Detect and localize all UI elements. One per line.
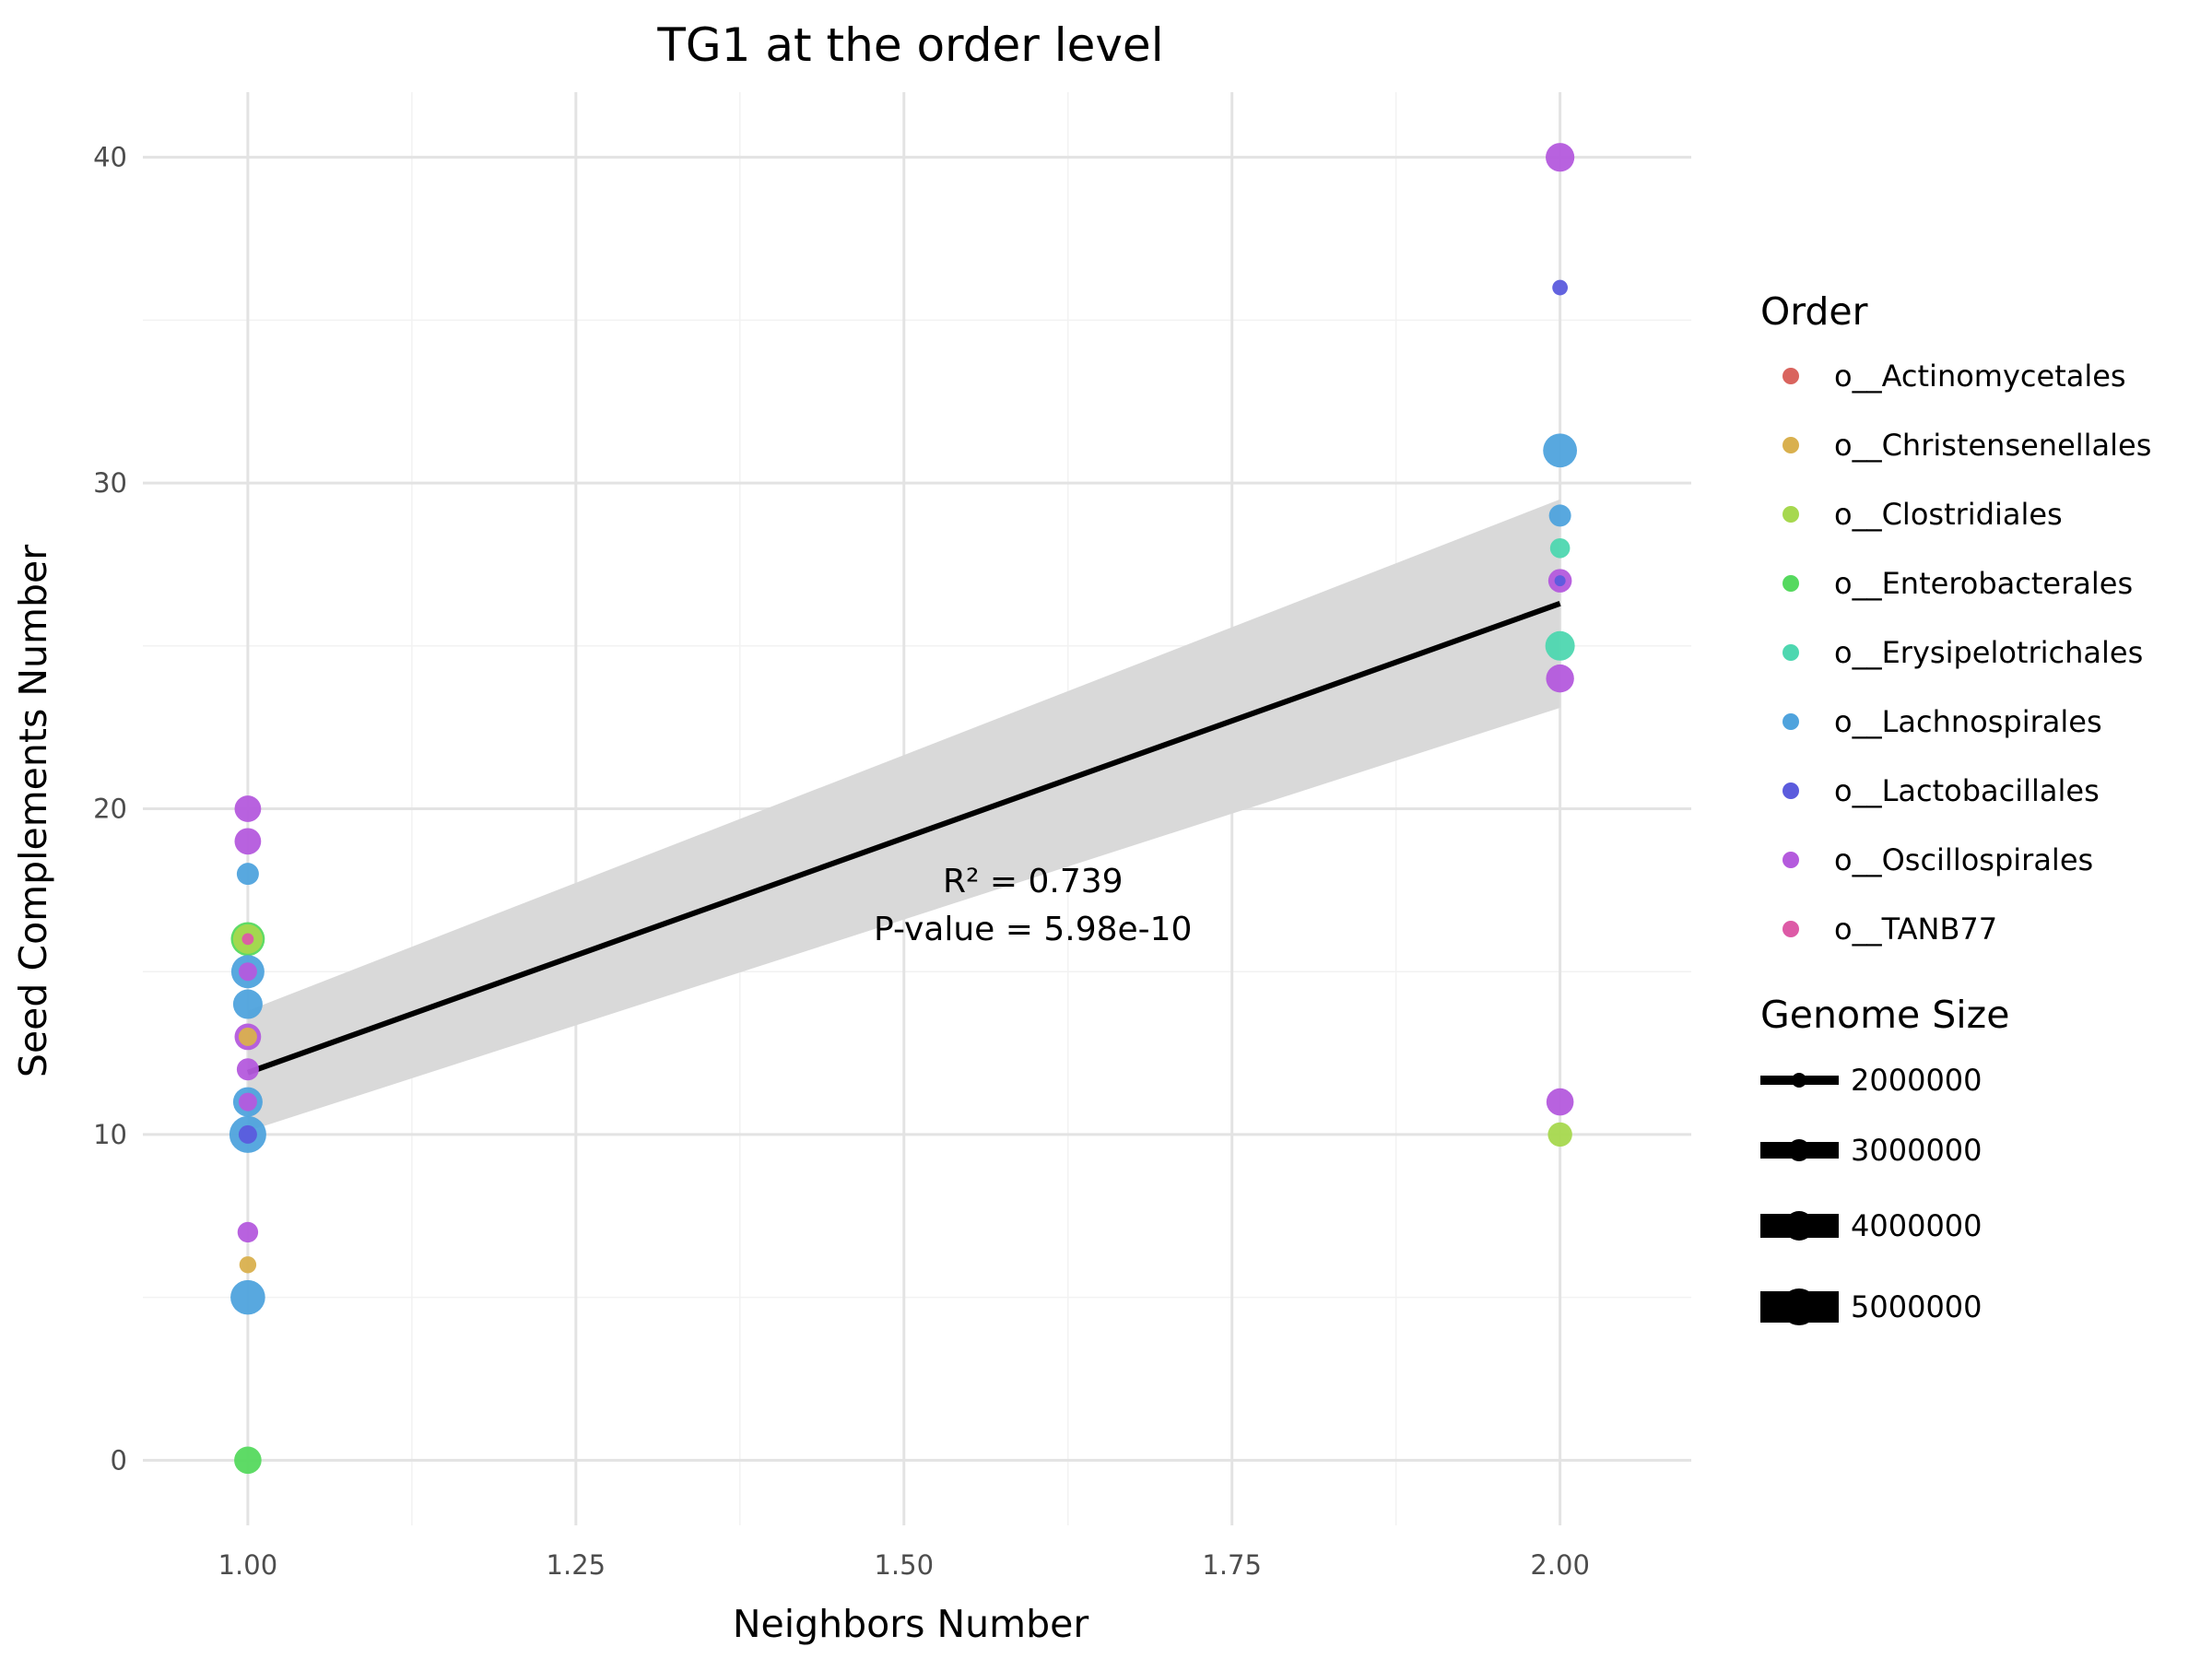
- legend-order-label: o__Lactobacillales: [1834, 773, 2100, 808]
- legend-order-swatch: [1783, 506, 1799, 523]
- legend-size-label: 3000000: [1851, 1133, 1983, 1168]
- legend-order-label: o__Clostridiales: [1834, 497, 2063, 532]
- legend-order-title: Order: [1760, 289, 1868, 334]
- data-point: [238, 1124, 257, 1144]
- legend-size-swatch: [1788, 1139, 1810, 1161]
- legend-order-swatch: [1783, 782, 1799, 799]
- data-point: [1552, 279, 1569, 296]
- legend-order-label: o__Oscillospirales: [1834, 842, 2093, 877]
- data-point: [234, 1446, 262, 1475]
- data-point: [1545, 630, 1575, 661]
- regression-line-layer: [246, 601, 1561, 1076]
- y-tick-label: 10: [93, 1119, 127, 1150]
- data-point: [238, 1027, 257, 1046]
- y-tick-label: 40: [93, 142, 127, 173]
- data-point: [1554, 575, 1566, 587]
- y-tick-label: 20: [93, 794, 127, 825]
- legend-genome-size: Genome Size 2000000 3000000 4000000 5000000: [1760, 993, 2009, 1325]
- y-tick-label: 0: [111, 1444, 127, 1476]
- data-point: [241, 933, 254, 946]
- x-tick-label: 2.00: [1530, 1549, 1590, 1581]
- data-point: [1546, 1088, 1574, 1116]
- legend-order-swatch: [1783, 921, 1799, 937]
- regression-line: [246, 601, 1561, 1076]
- legend-size-label: 5000000: [1851, 1289, 1983, 1324]
- legend-order-label: o__Erysipelotrichales: [1834, 635, 2143, 670]
- y-tick-label: 30: [93, 467, 127, 499]
- data-point: [239, 1256, 257, 1274]
- confidence-band-layer: [247, 499, 1560, 1132]
- legend-size-label: 4000000: [1851, 1208, 1983, 1243]
- p-value-annotation: P-value = 5.98e-10: [874, 911, 1192, 948]
- legend-size-swatch: [1792, 1073, 1806, 1088]
- legend-size-title: Genome Size: [1760, 993, 2009, 1037]
- data-point: [1543, 433, 1578, 468]
- data-point: [238, 962, 257, 982]
- data-point: [234, 795, 262, 822]
- data-point: [1547, 1122, 1572, 1147]
- data-point: [238, 1092, 257, 1112]
- tick-labels: 1.00 1.25 1.50 1.75 2.00 0 10 20 30 40: [93, 142, 1590, 1581]
- legend-order-swatch: [1783, 713, 1799, 730]
- legend-order-label: o__TANB77: [1834, 912, 1997, 947]
- x-tick-label: 1.50: [874, 1549, 934, 1581]
- legend-order: Order o__Actinomycetales o__Christensenel…: [1760, 289, 2151, 947]
- legend-order-swatch: [1783, 644, 1799, 661]
- r-squared-annotation: R² = 0.739: [943, 863, 1124, 900]
- data-point: [1546, 143, 1575, 172]
- data-point: [237, 1221, 259, 1243]
- data-point: [236, 863, 259, 886]
- legend-size-swatch: [1781, 1288, 1818, 1325]
- legend-order-swatch: [1783, 575, 1799, 592]
- confidence-band: [247, 499, 1560, 1132]
- chart-title: TG1 at the order level: [656, 18, 1163, 72]
- legend-order-swatch: [1783, 852, 1799, 868]
- data-point: [1548, 504, 1571, 527]
- legend-order-swatch: [1783, 368, 1799, 384]
- legend-size-label: 2000000: [1851, 1063, 1983, 1098]
- x-tick-label: 1.75: [1202, 1549, 1262, 1581]
- legend-order-label: o__Actinomycetales: [1834, 359, 2126, 394]
- legend-size-swatch: [1784, 1211, 1814, 1241]
- data-point: [1546, 664, 1574, 693]
- data-point: [1549, 537, 1571, 559]
- x-tick-label: 1.25: [547, 1549, 606, 1581]
- x-axis-title: Neighbors Number: [733, 1602, 1089, 1646]
- data-point: [236, 1058, 259, 1081]
- legend-order-label: o__Christensenellales: [1834, 428, 2151, 463]
- legend-order-label: o__Lachnospirales: [1834, 704, 2102, 739]
- data-point: [234, 828, 262, 855]
- x-tick-label: 1.00: [218, 1549, 278, 1581]
- legend-order-swatch: [1783, 437, 1799, 453]
- data-points: [229, 143, 1578, 1475]
- legend-order-label: o__Enterobacterales: [1834, 566, 2133, 601]
- y-axis-title: Seed Complements Number: [11, 545, 55, 1077]
- data-point: [230, 1279, 265, 1315]
- data-point: [232, 989, 263, 1019]
